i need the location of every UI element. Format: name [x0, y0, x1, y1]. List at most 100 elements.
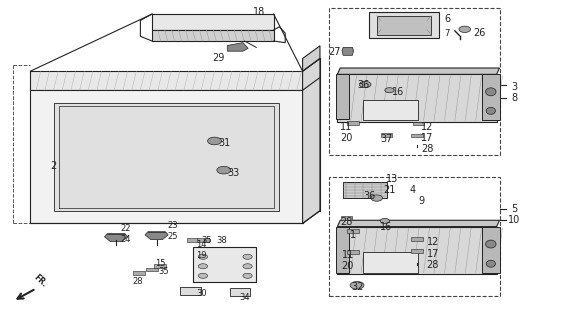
Polygon shape: [338, 220, 499, 227]
Text: 28: 28: [132, 277, 143, 286]
Text: 28: 28: [421, 144, 434, 154]
Ellipse shape: [486, 260, 495, 267]
Text: 7: 7: [445, 28, 450, 38]
Polygon shape: [341, 216, 352, 220]
Text: 37: 37: [381, 134, 393, 144]
Bar: [329, 8, 499, 155]
Polygon shape: [152, 14, 274, 30]
Text: 9: 9: [418, 196, 424, 206]
Bar: [329, 178, 499, 296]
Polygon shape: [338, 68, 499, 74]
Polygon shape: [347, 250, 359, 254]
Polygon shape: [369, 12, 439, 38]
Polygon shape: [152, 30, 274, 41]
Polygon shape: [411, 250, 423, 253]
Text: 29: 29: [212, 53, 225, 63]
Polygon shape: [197, 238, 209, 242]
Polygon shape: [133, 271, 145, 275]
Text: 36: 36: [363, 191, 375, 202]
Text: 3: 3: [511, 82, 517, 92]
Text: 13: 13: [386, 174, 399, 184]
Polygon shape: [482, 227, 499, 273]
Polygon shape: [342, 47, 353, 55]
Circle shape: [385, 88, 394, 93]
Text: 33: 33: [227, 168, 239, 178]
Circle shape: [243, 254, 252, 259]
Circle shape: [243, 264, 252, 269]
Polygon shape: [413, 122, 424, 125]
Polygon shape: [347, 229, 359, 233]
Polygon shape: [303, 59, 320, 223]
Polygon shape: [482, 74, 499, 120]
Circle shape: [217, 166, 230, 174]
Text: 16: 16: [392, 87, 404, 97]
Polygon shape: [338, 74, 496, 122]
Polygon shape: [336, 74, 349, 119]
Ellipse shape: [486, 107, 495, 114]
Polygon shape: [363, 252, 418, 273]
Text: 38: 38: [216, 236, 227, 245]
Text: 11: 11: [340, 122, 352, 132]
Text: 27: 27: [328, 47, 340, 57]
Text: 1: 1: [350, 229, 356, 240]
Text: 12: 12: [427, 237, 439, 247]
Ellipse shape: [485, 240, 496, 248]
Text: 35: 35: [202, 236, 212, 245]
Circle shape: [359, 81, 371, 88]
Polygon shape: [336, 227, 349, 273]
Polygon shape: [187, 238, 198, 242]
Text: 32: 32: [352, 282, 364, 292]
Text: 30: 30: [196, 289, 207, 298]
Circle shape: [198, 254, 208, 259]
Text: FR.: FR.: [31, 273, 48, 289]
Polygon shape: [30, 90, 303, 223]
Polygon shape: [146, 268, 158, 271]
Text: 20: 20: [342, 261, 354, 271]
Text: 10: 10: [508, 215, 520, 225]
Circle shape: [208, 137, 222, 145]
Polygon shape: [228, 43, 248, 51]
Text: 36: 36: [357, 80, 370, 91]
Text: 20: 20: [340, 133, 352, 143]
Text: 5: 5: [511, 204, 517, 214]
Text: 15: 15: [155, 259, 166, 268]
Text: 19: 19: [196, 251, 207, 260]
Text: 35: 35: [158, 267, 169, 276]
Text: 6: 6: [444, 14, 450, 24]
Text: 2: 2: [51, 161, 56, 171]
Text: 22: 22: [120, 224, 131, 233]
Circle shape: [380, 218, 389, 223]
Text: 23: 23: [167, 220, 178, 229]
Circle shape: [459, 26, 471, 32]
Polygon shape: [303, 46, 320, 71]
Circle shape: [198, 264, 208, 269]
Circle shape: [350, 282, 364, 289]
Polygon shape: [363, 100, 418, 120]
Polygon shape: [30, 71, 303, 90]
Text: 17: 17: [421, 133, 434, 143]
Polygon shape: [180, 287, 201, 294]
Polygon shape: [154, 264, 166, 268]
Text: 34: 34: [239, 293, 250, 302]
Text: 28: 28: [427, 260, 439, 270]
Polygon shape: [411, 134, 423, 138]
Polygon shape: [338, 227, 496, 274]
Circle shape: [198, 273, 208, 278]
Text: 24: 24: [120, 236, 131, 244]
Polygon shape: [105, 234, 127, 242]
Polygon shape: [347, 121, 359, 125]
Polygon shape: [377, 16, 431, 35]
Text: 17: 17: [427, 249, 439, 259]
Text: 18: 18: [253, 7, 265, 18]
Text: 21: 21: [384, 185, 396, 195]
Text: 16: 16: [381, 222, 393, 232]
Text: 8: 8: [511, 93, 517, 103]
Text: 4: 4: [410, 185, 416, 195]
Text: 25: 25: [167, 232, 178, 241]
Polygon shape: [411, 237, 423, 241]
Text: 31: 31: [218, 138, 230, 148]
Circle shape: [243, 273, 252, 278]
Polygon shape: [193, 247, 256, 282]
Text: 11: 11: [342, 250, 354, 260]
Polygon shape: [54, 103, 279, 211]
